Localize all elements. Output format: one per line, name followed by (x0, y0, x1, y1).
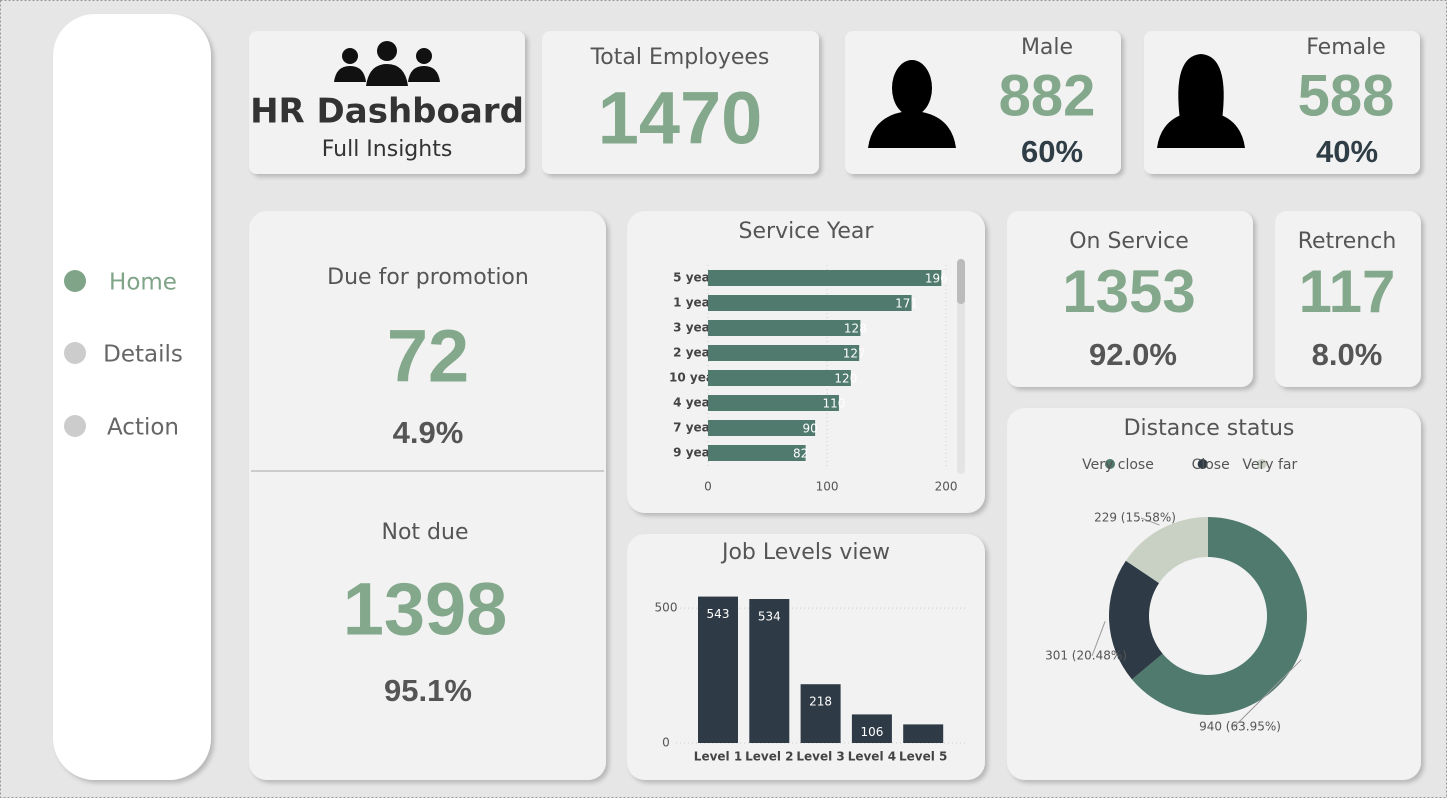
data-label: 120 (834, 372, 857, 386)
nav-action[interactable]: Action (107, 415, 179, 441)
leader-line (1091, 621, 1106, 657)
bar (708, 270, 942, 286)
data-label: 128 (844, 322, 867, 336)
bar (800, 684, 841, 743)
data-label: 196 (925, 272, 948, 286)
data-label: 106 (860, 725, 883, 739)
data-label: 218 (809, 695, 832, 709)
legend-marker (1105, 459, 1115, 469)
promotion-card (249, 211, 606, 780)
header-card (249, 31, 525, 174)
bar (708, 345, 860, 361)
kpi-percent: 60% (1021, 134, 1083, 169)
data-label: 229 (15.58%) (1094, 511, 1176, 525)
x-tick-label: Level 1 (694, 750, 742, 764)
cards (53, 14, 1421, 780)
distance-card (1007, 408, 1421, 780)
legend-label: Close (1192, 457, 1230, 473)
data-label: 301 (20.48%) (1045, 649, 1127, 663)
donut-slice (1108, 560, 1163, 680)
kpi-value: 72 (387, 315, 469, 398)
kpi-percent: 4.9% (393, 415, 464, 450)
bar (708, 320, 861, 336)
x-tick-label: Level 3 (796, 750, 844, 764)
people-icon (334, 41, 440, 86)
data-label: 90 (803, 422, 818, 436)
bar (708, 445, 806, 461)
kpi-percent: 40% (1316, 134, 1378, 169)
data-label: 110 (822, 397, 845, 411)
legend-marker (1256, 459, 1267, 469)
kpi-label: Due for promotion (327, 265, 529, 290)
header-subtitle: Full Insights (322, 137, 453, 162)
kpi-value: 1353 (1062, 258, 1195, 325)
service-card (627, 211, 985, 513)
bar (698, 596, 738, 743)
bar (749, 599, 790, 743)
nav-home[interactable]: Home (109, 270, 177, 296)
x-tick-label: Level 5 (899, 750, 947, 764)
legend-marker (1197, 459, 1208, 469)
data-label: 534 (758, 610, 781, 624)
kpi-label: Retrench (1298, 229, 1397, 254)
kpi-value: 882 (999, 63, 1096, 128)
retrench-card (1275, 211, 1421, 387)
on-service-card (1007, 211, 1253, 387)
kpi-label: On Service (1069, 229, 1189, 254)
x-tick-label: Level 2 (745, 750, 793, 764)
kpi-value: 588 (1298, 63, 1395, 128)
data-label: 171 (895, 297, 918, 311)
nav-details[interactable]: Details (103, 342, 183, 368)
kpi-value: 1398 (343, 568, 508, 651)
x-tick-label: 200 (935, 480, 958, 494)
kpi-percent: 92.0% (1089, 337, 1177, 372)
kpi-percent: 8.0% (1312, 337, 1383, 372)
bar (708, 420, 816, 436)
leader-line (1233, 659, 1302, 728)
data-label: 940 (63.95%) (1199, 720, 1281, 734)
kpi-label: Not due (382, 520, 469, 545)
data-label: 127 (843, 347, 866, 361)
bar (708, 370, 851, 386)
kpi-label: Total Employees (590, 45, 770, 70)
data-label: 82 (793, 447, 808, 461)
donut-slice (1125, 517, 1208, 584)
total-card (542, 31, 819, 174)
scroll-thumb[interactable] (957, 259, 965, 304)
male-icon (868, 60, 956, 148)
kpi-percent: 95.1% (384, 673, 472, 708)
x-tick-label: 100 (816, 480, 839, 494)
kpi-value: 1470 (598, 77, 763, 160)
x-tick-label: Level 4 (848, 750, 896, 764)
leader-line (1140, 517, 1160, 526)
bar (851, 714, 892, 743)
header-title: HR Dashboard (250, 92, 524, 132)
nav-dot (64, 270, 86, 292)
bar (708, 395, 839, 411)
donut-slice (1131, 517, 1308, 715)
bar (903, 724, 944, 743)
nav-dot (64, 415, 86, 437)
x-tick-label: 0 (704, 480, 712, 494)
kpi-label: Male (1021, 35, 1073, 60)
kpi-value: 117 (1299, 258, 1396, 325)
data-label: 543 (707, 607, 730, 621)
legend-label: Very close (1082, 457, 1154, 473)
y-tick-label: 500 (655, 601, 678, 615)
chart-title: Job Levels view (720, 540, 890, 565)
chart-title: Service Year (739, 219, 875, 244)
nav-card (53, 14, 211, 780)
female-icon (1157, 54, 1245, 148)
kpi-label: Female (1306, 35, 1386, 60)
legend-label: Very far (1242, 457, 1297, 473)
scrollbar[interactable] (957, 259, 965, 474)
bar (708, 295, 912, 311)
nav-dot (64, 342, 86, 364)
y-tick-label: 0 (662, 736, 670, 750)
chart-title: Distance status (1124, 416, 1295, 441)
